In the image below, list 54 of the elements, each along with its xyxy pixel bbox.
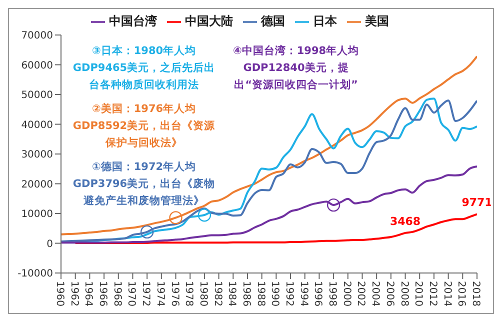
x-tick-label: 1996 [312,281,324,306]
x-tick-label: 2002 [355,281,366,306]
x-tick-label: 1994 [298,281,309,306]
x-tick-label: 1964 [82,281,94,306]
x-tick-label: 1962 [68,281,80,306]
x-tick-label: 2004 [370,281,381,306]
x-tick-label: 2006 [384,281,395,306]
x-tick-label: 1972 [140,281,152,306]
x-tick-label: 2014 [441,281,452,306]
legend-label: 美国 [365,14,389,28]
legend-label: 日本 [313,14,337,28]
x-tick-label: 1960 [54,281,65,306]
x-tick-label: 1984 [226,281,238,306]
point [198,208,212,222]
y-tick-label: 20000 [21,179,53,190]
line-series [74,213,477,244]
x-tick-label: 2010 [412,281,424,306]
y-tick-label: 30000 [21,150,53,161]
y-tick-label: 10000 [21,209,53,220]
y-tick-label: 60000 [21,60,53,72]
x-tick-label: 1988 [254,281,266,306]
x-tick-label: 1986 [240,281,252,306]
point [140,225,154,239]
x-tick-label: 2008 [398,281,410,306]
x-tick-label: 1968 [111,281,122,306]
x-tick-label: 1970 [126,281,137,306]
annotation: ②美国：1976年人均GDP8592美元，出台《资源保护与回收法》 [72,102,216,151]
x-tick-label: 1998 [326,281,338,306]
x-tick-label: 2000 [340,281,352,306]
x-tick-label: 1974 [154,281,166,306]
x-tick-label: 1992 [284,281,295,306]
data-label: 3468 [390,214,421,228]
point [326,198,340,212]
y-tick-label: 40000 [21,120,53,131]
y-tick-label: 50000 [21,90,53,102]
annotation: ④中国台湾：1998年人均GDP12840美元，提出“资源回收四合一计划” [232,44,360,93]
legend-label: 中国台湾 [109,14,157,28]
x-tick-label: 1982 [212,281,223,306]
x-tick-label: 2016 [456,281,467,306]
x-tick-label: 1966 [97,281,108,306]
point [169,211,182,224]
annotation: ①德国：1972年人均GDP3796美元，出台《废物避免产生和废物管理法》 [72,160,216,209]
y-tick-label: -10000 [18,268,53,280]
x-tick-label: 1976 [168,281,180,306]
x-tick-label: 1990 [269,281,280,306]
x-tick-label: 2012 [426,281,438,306]
legend-label: 中国大陆 [185,14,233,28]
x-tick-label: 1978 [183,281,194,306]
y-tick-label: 70000 [21,30,53,42]
legend-label: 德国 [261,14,285,28]
x-tick-label: 1980 [197,281,208,306]
annotation: ③日本：1980年人均GDP9465美元，之后先后出台各种物质回收利用法 [72,44,216,93]
y-tick-label: 0 [46,238,53,250]
x-tick-label: 2018 [470,281,481,306]
